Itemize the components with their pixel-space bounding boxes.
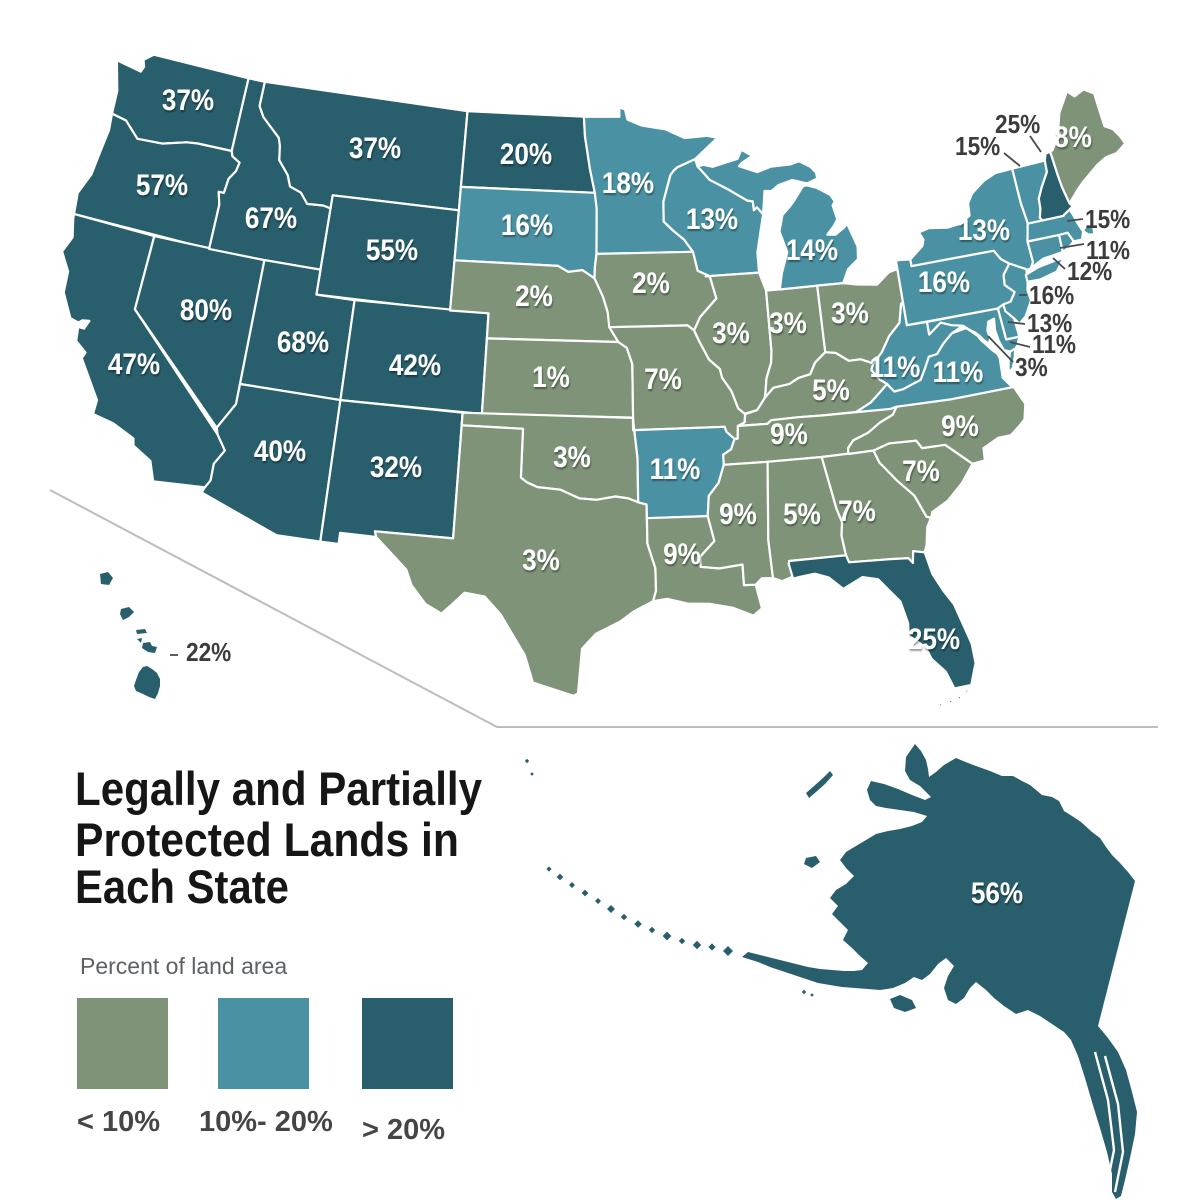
chart-title: Legally and Partially Protected Lands in…: [75, 764, 482, 914]
legend-swatch-lt10: [77, 998, 168, 1089]
label-ar: 11%: [650, 452, 701, 485]
state-value-labels: 37% 57% 47% 80% 67% 37% 55% 68% 42% 40% 32% 20% 16% 2…: [108, 83, 1092, 909]
label-nm: 32%: [370, 450, 422, 483]
label-al: 5%: [783, 497, 821, 530]
label-tx: 3%: [522, 543, 560, 576]
state-fl[interactable]: [787, 550, 977, 709]
states-layer: [61, 53, 1137, 1199]
title-line-2: Protected Lands in: [75, 813, 459, 866]
state-ak[interactable]: [524, 744, 1137, 1199]
leader-dc: [987, 335, 1014, 363]
label-co: 42%: [389, 348, 441, 381]
label-ga: 7%: [838, 494, 876, 527]
label-sd: 16%: [501, 208, 553, 241]
callout-label-nh: 25%: [995, 111, 1041, 140]
callout-value-labels: 11%13%16%12%11%15%15%25%22%3%: [186, 111, 1131, 668]
label-oh: 3%: [831, 296, 869, 329]
state-me[interactable]: [1049, 88, 1127, 205]
label-ca: 47%: [108, 347, 160, 380]
label-la: 9%: [663, 537, 701, 570]
legend-heading: Percent of land area: [80, 953, 287, 979]
leader-ct: [1052, 257, 1066, 270]
label-mo: 7%: [644, 362, 682, 395]
callout-label-ma: 15%: [1085, 206, 1131, 235]
label-or: 57%: [136, 168, 188, 201]
legend-label-lt10: < 10%: [77, 1106, 160, 1138]
leader-ma: [1066, 218, 1084, 222]
leader-nh: [1029, 135, 1042, 153]
state-hi[interactable]: [100, 572, 160, 699]
callout-label-ri: 11%: [1086, 237, 1130, 266]
label-ms: 9%: [719, 497, 757, 530]
label-wv: 11%: [870, 350, 921, 383]
callout-label-md: 11%: [1032, 331, 1076, 360]
label-ia: 2%: [632, 266, 670, 299]
separator-line: [49, 489, 1158, 728]
label-nv: 80%: [180, 293, 232, 326]
label-nd: 20%: [500, 137, 552, 170]
state-nc[interactable]: [847, 385, 1027, 465]
alaska-fjords-overlay: [1093, 1051, 1125, 1193]
callout-label-ct: 12%: [1067, 258, 1113, 287]
label-in: 3%: [769, 306, 807, 339]
leader-vt: [1003, 152, 1021, 167]
legend-label-gt20: > 20%: [362, 1114, 445, 1146]
inset-separator: [49, 489, 1158, 728]
alaska-fjord-1: [1103, 1055, 1125, 1193]
callout-leader-lines: [170, 135, 1085, 656]
callout-label-dc: 3%: [1015, 354, 1048, 383]
label-ut: 68%: [277, 325, 329, 358]
label-az: 40%: [254, 434, 306, 467]
legend-label-mid: 10%- 20%: [199, 1106, 333, 1138]
legend-swatch-mid: [218, 998, 309, 1089]
title-line-1: Legally and Partially: [75, 764, 482, 816]
label-ne: 2%: [515, 279, 553, 312]
legend-swatch-gt20: [362, 998, 453, 1089]
title-line-3: Each State: [75, 862, 289, 914]
label-id: 67%: [245, 201, 297, 234]
callout-label-nj: 16%: [1029, 282, 1075, 311]
callout-label-hi: 22%: [186, 639, 232, 668]
label-nc: 9%: [941, 409, 979, 442]
label-me: 8%: [1054, 120, 1092, 153]
callout-label-de: 13%: [1027, 310, 1073, 339]
label-va: 11%: [933, 355, 984, 388]
leader-de: [1007, 321, 1026, 325]
label-wy: 55%: [366, 233, 418, 266]
label-pa: 16%: [918, 265, 970, 298]
label-ks: 1%: [532, 360, 570, 393]
label-tn: 9%: [770, 417, 808, 450]
label-ok: 3%: [553, 440, 591, 473]
label-sc: 7%: [902, 454, 940, 487]
label-mn: 18%: [602, 166, 654, 199]
label-mt: 37%: [349, 131, 401, 164]
leader-ri: [1059, 243, 1085, 249]
legend: Percent of land area < 10% 10%- 20% > 20…: [77, 953, 453, 1146]
label-ny: 13%: [958, 213, 1010, 246]
state-tx[interactable]: [373, 424, 658, 697]
label-wa: 37%: [162, 83, 214, 116]
label-mi: 14%: [786, 233, 838, 266]
leader-md: [1009, 341, 1031, 348]
state-mi[interactable]: [696, 148, 860, 291]
label-ky: 5%: [812, 373, 850, 406]
label-il: 3%: [712, 316, 750, 349]
alaska-fjord-0: [1093, 1051, 1116, 1191]
callout-label-vt: 15%: [955, 133, 1001, 162]
label-wi: 13%: [686, 202, 738, 235]
label-fl: 25%: [908, 622, 960, 655]
label-ak: 56%: [971, 876, 1023, 909]
